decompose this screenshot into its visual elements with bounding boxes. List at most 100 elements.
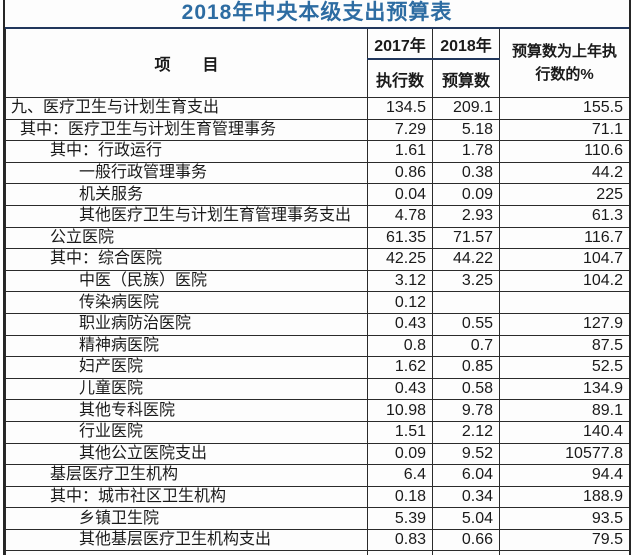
page-title: 2018年中央本级支出预算表	[181, 1, 453, 24]
header-2018-year: 2018年	[432, 27, 500, 60]
value-2018-cell: 71.57	[432, 226, 500, 250]
value-2017-cell: 0.18	[367, 485, 433, 509]
table-row: 传染病医院 0.12	[5, 291, 629, 314]
item-cell: 一般行政管理事务	[5, 161, 368, 185]
item-cell: 其他公立医院支出	[5, 442, 368, 466]
table-row: 其他公立医院支出 0.09 9.52 10577.8	[5, 442, 629, 466]
table-row: 妇产医院 1.62 0.85 52.5	[5, 356, 629, 379]
table-row-partial	[5, 550, 629, 555]
value-2017-cell: 1.61	[367, 140, 433, 163]
item-cell: 传染病医院	[5, 291, 368, 314]
value-2017-cell: 1.62	[367, 356, 433, 379]
pct-cell: 155.5	[499, 97, 629, 120]
value-2018-cell: 0.58	[432, 377, 500, 401]
table-row: 基层医疗卫生机构 6.4 6.04 94.4	[5, 464, 629, 487]
table-row: 其中：综合医院 42.25 44.22 104.7	[5, 248, 629, 271]
item-cell: 基层医疗卫生机构	[5, 464, 368, 487]
header-2018-sub: 预算数	[432, 58, 500, 98]
item-cell: 精神病医院	[5, 334, 368, 358]
header-2017-sub: 执行数	[367, 58, 433, 98]
pct-cell: 79.5	[499, 528, 629, 552]
pct-cell: 134.9	[499, 377, 629, 401]
item-cell: 乡镇卫生院	[5, 507, 368, 530]
value-2017-cell: 0.12	[367, 291, 433, 314]
item-cell: 其中：行政运行	[5, 140, 368, 163]
pct-cell: 140.4	[499, 420, 629, 444]
table-row: 中医（民族）医院 3.12 3.25 104.2	[5, 269, 629, 293]
value-2017-cell: 0.43	[367, 312, 433, 336]
value-2017-cell: 61.35	[367, 226, 433, 250]
value-2017-cell: 0.86	[367, 161, 433, 185]
value-2017-cell: 42.25	[367, 248, 433, 271]
pct-cell: 10577.8	[499, 442, 629, 466]
value-2018-cell: 0.66	[432, 528, 500, 552]
item-cell: 九、医疗卫生与计划生育支出	[5, 97, 368, 120]
pct-cell: 225	[499, 183, 629, 206]
value-2018-cell: 209.1	[432, 97, 500, 120]
value-2018-cell: 0.34	[432, 485, 500, 509]
pct-cell: 127.9	[499, 312, 629, 336]
item-cell: 公立医院	[5, 226, 368, 250]
value-2018-cell	[432, 291, 500, 314]
table-body: 九、医疗卫生与计划生育支出 134.5 209.1 155.5 其中：医疗卫生与…	[5, 97, 629, 555]
value-2018-cell: 0.7	[432, 334, 500, 358]
value-2017-cell: 3.12	[367, 269, 433, 293]
table-row: 其他专科医院 10.98 9.78 89.1	[5, 399, 629, 422]
item-cell: 中医（民族）医院	[5, 269, 368, 293]
pct-cell: 87.5	[499, 334, 629, 358]
pct-cell	[499, 291, 629, 314]
item-cell: 其中：医疗卫生与计划生育管理事务	[5, 118, 368, 142]
item-cell: 其中：城市社区卫生机构	[5, 485, 368, 509]
value-2018-cell: 0.38	[432, 161, 500, 185]
table-row: 职业病防治医院 0.43 0.55 127.9	[5, 312, 629, 336]
value-2017-cell: 5.39	[367, 507, 433, 530]
pct-cell: 116.7	[499, 226, 629, 250]
value-2017-cell: 10.98	[367, 399, 433, 422]
pct-cell: 104.2	[499, 269, 629, 293]
value-2018-cell: 6.04	[432, 464, 500, 487]
pct-cell: 110.6	[499, 140, 629, 163]
pct-cell: 93.5	[499, 507, 629, 530]
item-cell: 行业医院	[5, 420, 368, 444]
item-cell: 其他基层医疗卫生机构支出	[5, 528, 368, 552]
item-cell: 妇产医院	[5, 356, 368, 379]
item-cell: 儿童医院	[5, 377, 368, 401]
pct-cell: 188.9	[499, 485, 629, 509]
pct-cell: 104.7	[499, 248, 629, 271]
value-2017-cell: 134.5	[367, 97, 433, 120]
pct-cell: 61.3	[499, 204, 629, 228]
value-2017-cell: 0.43	[367, 377, 433, 401]
value-2018-cell: 5.04	[432, 507, 500, 530]
budget-sheet: 2018年中央本级支出预算表 项 目 2017年 2018年 预算数为上年执行数…	[3, 0, 631, 555]
value-2018-cell: 44.22	[432, 248, 500, 271]
pct-cell: 89.1	[499, 399, 629, 422]
table-row: 其中：行政运行 1.61 1.78 110.6	[5, 140, 629, 163]
value-2017-cell: 1.51	[367, 420, 433, 444]
table-row: 机关服务 0.04 0.09 225	[5, 183, 629, 206]
value-2018-cell: 5.18	[432, 118, 500, 142]
value-2017-cell: 7.29	[367, 118, 433, 142]
item-cell: 职业病防治医院	[5, 312, 368, 336]
table-row: 精神病医院 0.8 0.7 87.5	[5, 334, 629, 358]
pct-cell: 52.5	[499, 356, 629, 379]
value-2018-cell: 1.78	[432, 140, 500, 163]
value-2018-cell: 0.09	[432, 183, 500, 206]
value-2017-cell: 4.78	[367, 204, 433, 228]
table-row: 其他医疗卫生与计划生育管理事务支出 4.78 2.93 61.3	[5, 204, 629, 228]
table-row: 其中：城市社区卫生机构 0.18 0.34 188.9	[5, 485, 629, 509]
budget-table: 项 目 2017年 2018年 预算数为上年执行数的% 执行数 预算数 九、医疗…	[5, 27, 629, 555]
value-2018-cell: 3.25	[432, 269, 500, 293]
item-cell: 其他专科医院	[5, 399, 368, 422]
pct-cell: 71.1	[499, 118, 629, 142]
value-2018-cell: 0.55	[432, 312, 500, 336]
value-2017-cell: 0.83	[367, 528, 433, 552]
value-2018-cell: 2.12	[432, 420, 500, 444]
table-row: 其他基层医疗卫生机构支出 0.83 0.66 79.5	[5, 528, 629, 552]
value-2018-cell: 2.93	[432, 204, 500, 228]
table-row: 公立医院 61.35 71.57 116.7	[5, 226, 629, 250]
header-pct: 预算数为上年执行数的%	[499, 27, 629, 98]
table-header: 项 目 2017年 2018年 预算数为上年执行数的% 执行数 预算数	[5, 27, 629, 98]
value-2017-cell: 6.4	[367, 464, 433, 487]
table-row: 儿童医院 0.43 0.58 134.9	[5, 377, 629, 401]
table-row: 一般行政管理事务 0.86 0.38 44.2	[5, 161, 629, 185]
